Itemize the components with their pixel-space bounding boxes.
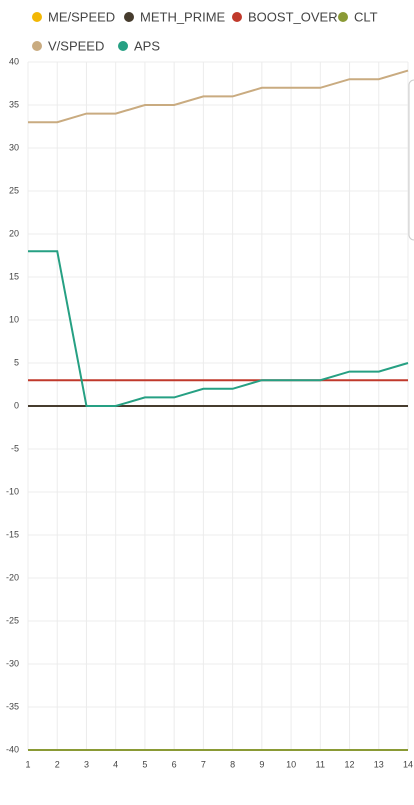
legend-label: BOOST_OVER xyxy=(248,9,338,24)
x-tick-label: 6 xyxy=(172,759,177,769)
y-tick-label: -20 xyxy=(6,572,19,582)
x-tick-label: 4 xyxy=(113,759,118,769)
x-tick-label: 5 xyxy=(142,759,147,769)
legend-swatch xyxy=(32,12,42,22)
legend-swatch xyxy=(338,12,348,22)
y-tick-label: -25 xyxy=(6,615,19,625)
legend-label: ME/SPEED xyxy=(48,9,115,24)
x-tick-label: 1 xyxy=(25,759,30,769)
y-tick-label: 15 xyxy=(9,271,19,281)
legend-label: METH_PRIME xyxy=(140,9,226,24)
x-tick-label: 8 xyxy=(230,759,235,769)
series-line xyxy=(28,69,409,124)
x-tick-label: 14 xyxy=(403,759,413,769)
y-tick-label: -5 xyxy=(11,443,19,453)
y-tick-label: 30 xyxy=(9,142,19,152)
y-tick-label: 5 xyxy=(14,357,19,367)
x-tick-label: 11 xyxy=(316,759,325,769)
y-tick-label: -30 xyxy=(6,658,19,668)
y-tick-label: 0 xyxy=(14,400,19,410)
legend-swatch xyxy=(118,41,128,51)
y-tick-label: -35 xyxy=(6,701,19,711)
x-tick-label: 12 xyxy=(345,759,355,769)
legend-label: APS xyxy=(134,38,160,53)
side-panel[interactable] xyxy=(408,79,414,241)
y-tick-label: 10 xyxy=(9,314,19,324)
legend-swatch xyxy=(232,12,242,22)
y-tick-label: 35 xyxy=(9,99,19,109)
series-line xyxy=(28,250,409,407)
legend-swatch xyxy=(124,12,134,22)
x-tick-label: 10 xyxy=(286,759,296,769)
x-tick-label: 13 xyxy=(374,759,384,769)
x-tick-label: 2 xyxy=(55,759,60,769)
y-tick-label: 40 xyxy=(9,56,19,66)
y-tick-label: 25 xyxy=(9,185,19,195)
x-tick-label: 9 xyxy=(259,759,264,769)
y-tick-label: -40 xyxy=(6,744,19,754)
x-tick-label: 7 xyxy=(201,759,206,769)
legend-swatch xyxy=(32,41,42,51)
y-tick-label: -10 xyxy=(6,486,19,496)
x-tick-label: 3 xyxy=(84,759,89,769)
legend-label: V/SPEED xyxy=(48,38,104,53)
legend-label: CLT xyxy=(354,9,378,24)
y-tick-label: -15 xyxy=(6,529,19,539)
y-tick-label: 20 xyxy=(9,228,19,238)
